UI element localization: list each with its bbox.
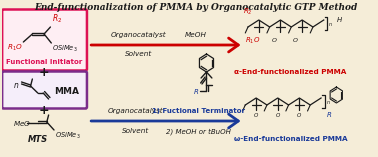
Text: $_n$: $_n$ [325,99,330,107]
Text: $R_1O$: $R_1O$ [6,43,22,53]
Text: +: + [39,67,50,79]
Text: $H$: $H$ [336,14,344,24]
Text: $n$: $n$ [13,81,19,90]
Text: $R_2$: $R_2$ [243,7,253,17]
Text: $O$: $O$ [296,111,302,119]
Text: $O$: $O$ [275,111,281,119]
Text: $O$: $O$ [293,36,299,44]
Text: α-End-functionalized PMMA: α-End-functionalized PMMA [234,69,347,75]
Text: MMA: MMA [54,87,79,97]
Text: Functional Initiator: Functional Initiator [6,59,82,65]
Text: +: + [39,105,50,117]
Text: ω-End-functionalized PMMA: ω-End-functionalized PMMA [234,136,347,142]
Text: $OSiMe_3$: $OSiMe_3$ [55,131,81,141]
Text: MTS: MTS [28,135,48,143]
Text: 1) Fuctional Terminator: 1) Fuctional Terminator [152,108,245,114]
Text: $R_2$: $R_2$ [52,13,62,25]
FancyBboxPatch shape [2,71,87,108]
Text: Solvent: Solvent [125,51,152,57]
Text: Organocatalyst: Organocatalyst [111,32,167,38]
Text: $R$: $R$ [193,87,199,95]
FancyBboxPatch shape [2,10,87,70]
Text: MeOH: MeOH [185,32,207,38]
Text: Solvent: Solvent [122,128,149,134]
Text: $R_1O$: $R_1O$ [245,36,260,46]
Text: $MeO$: $MeO$ [12,119,31,127]
Text: $O$: $O$ [271,36,277,44]
Text: Organocatalyst: Organocatalyst [107,108,163,114]
Text: $_n$: $_n$ [328,21,333,29]
Text: $OSiMe_3$: $OSiMe_3$ [52,44,78,54]
Text: End-functionalization of PMMA by Organocatalytic GTP Method: End-functionalization of PMMA by Organoc… [34,3,357,12]
Text: 2) MeOH or tBuOH: 2) MeOH or tBuOH [166,128,231,135]
Text: $R$: $R$ [326,110,332,119]
Text: $O$: $O$ [253,111,259,119]
